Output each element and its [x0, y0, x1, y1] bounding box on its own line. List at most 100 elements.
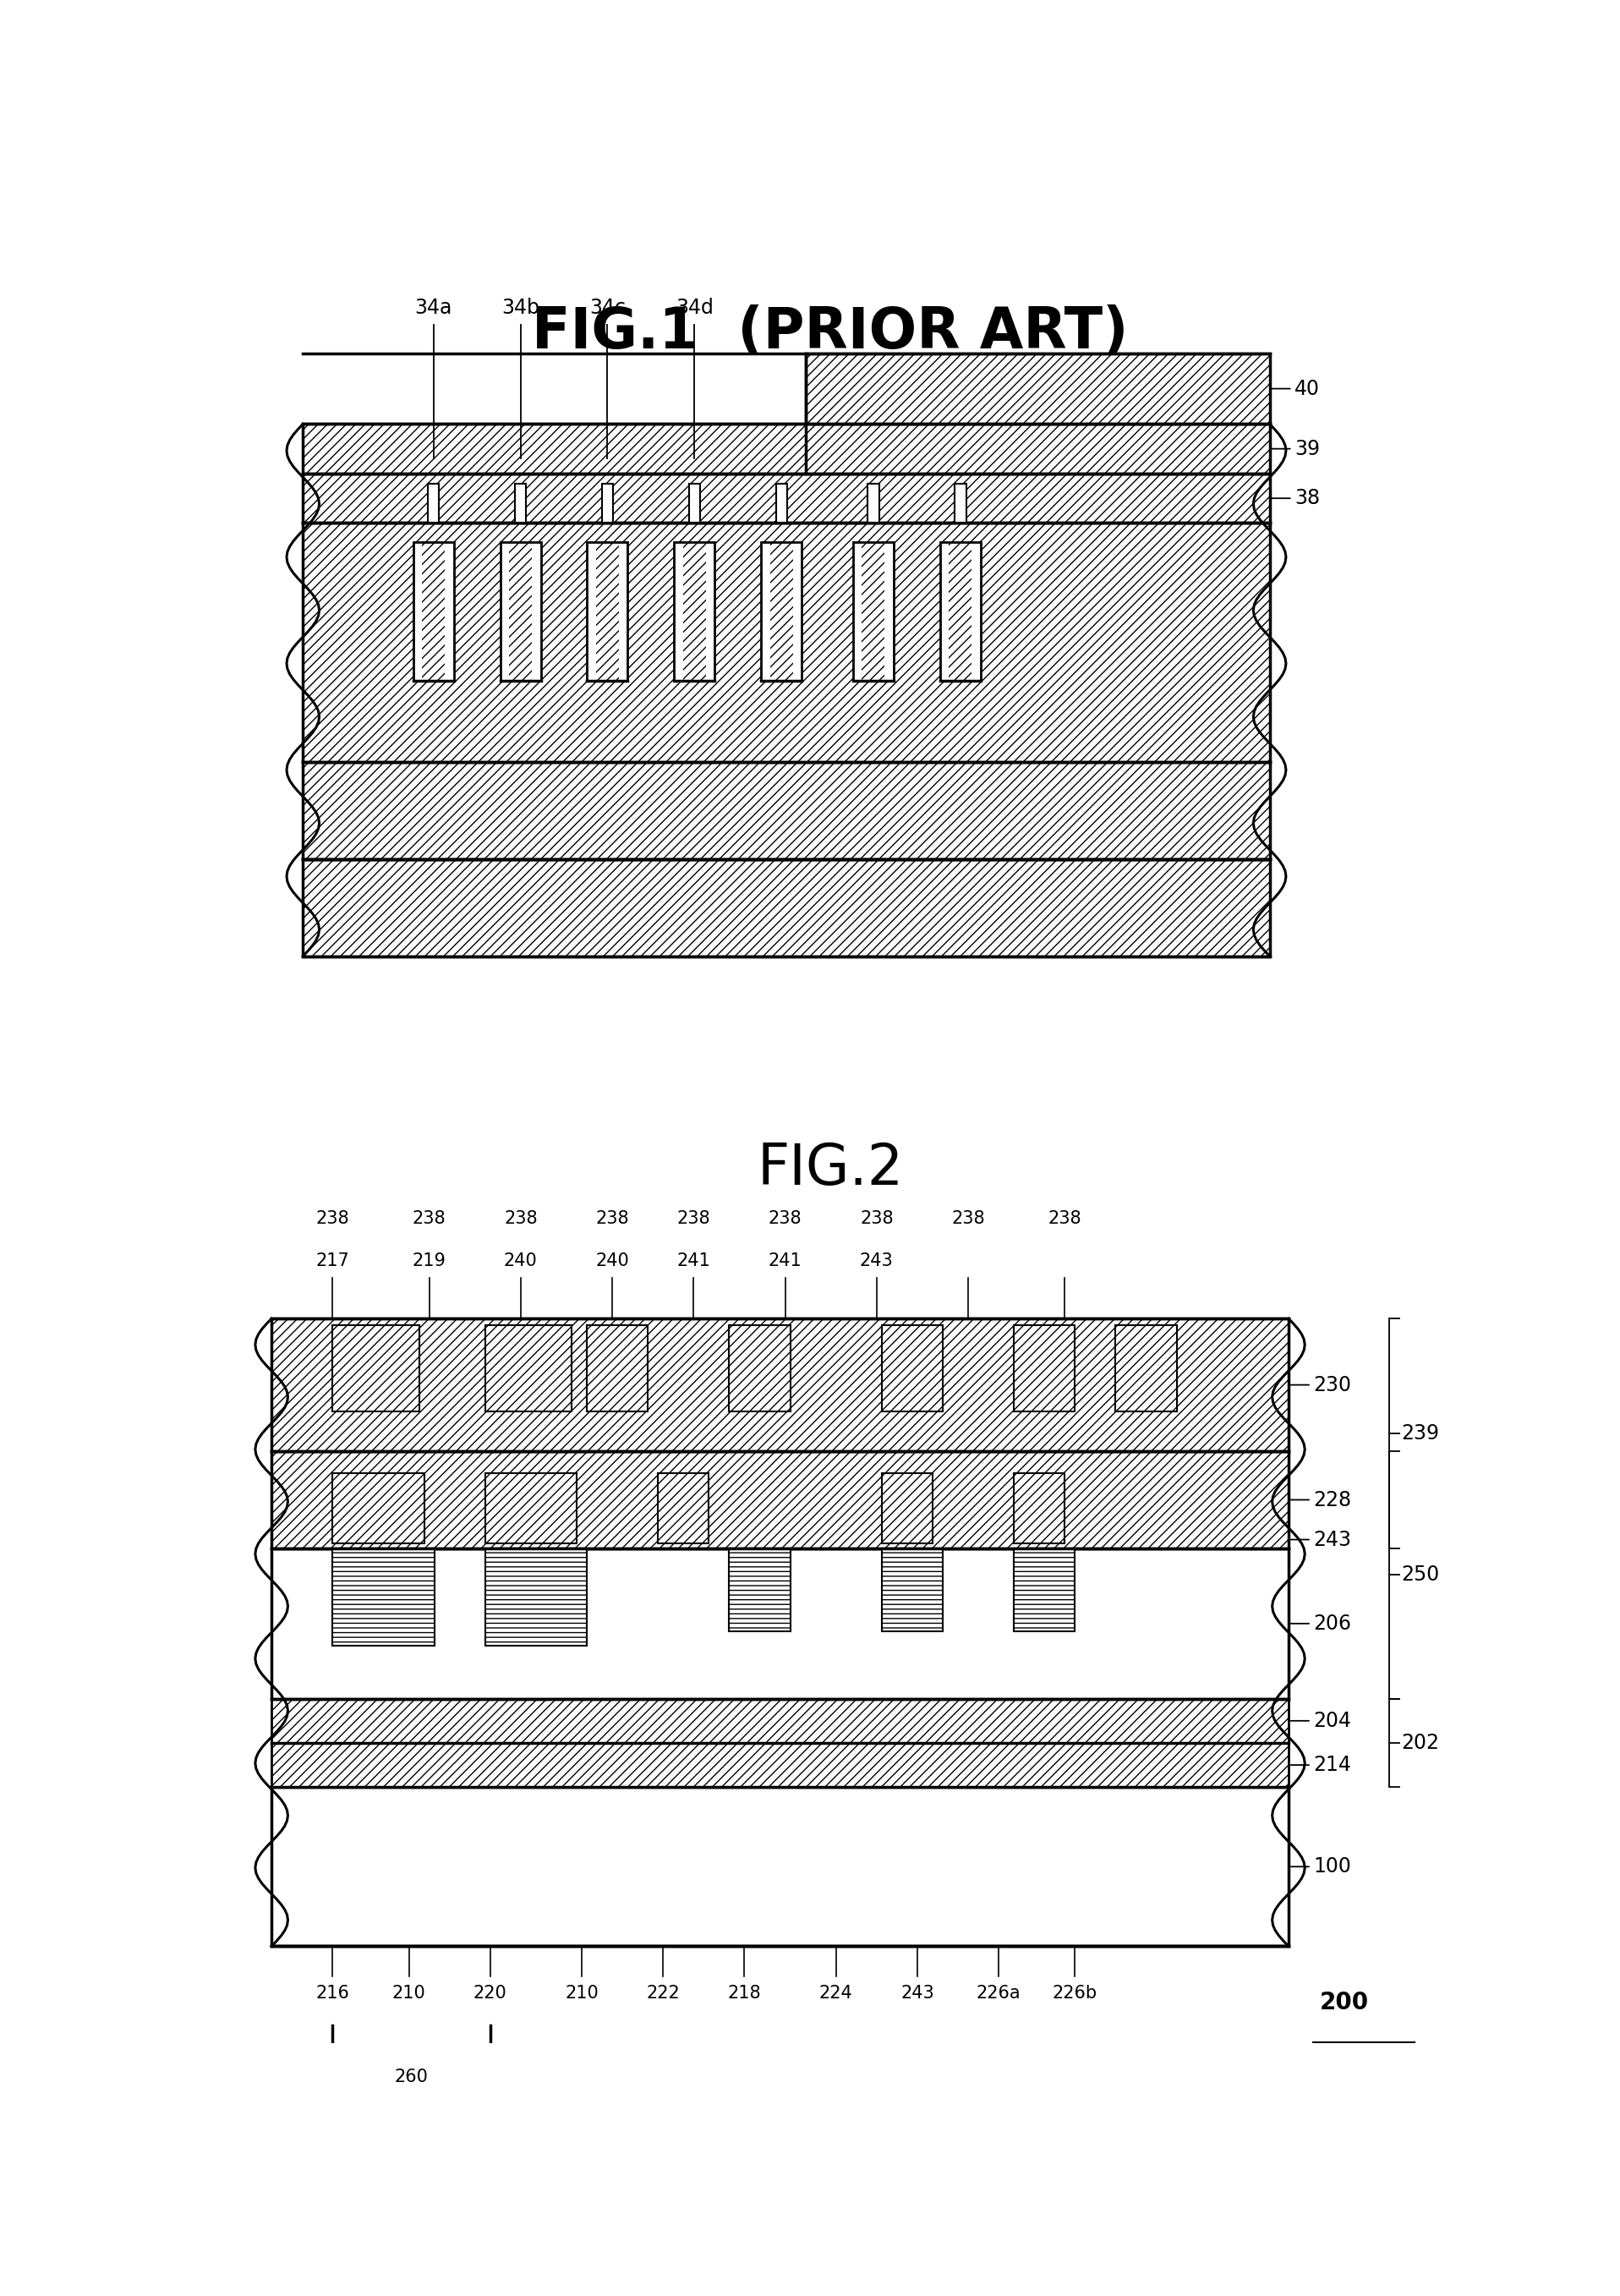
Bar: [272, 1451, 1288, 1548]
Bar: [954, 484, 966, 523]
Text: 260: 260: [395, 2069, 428, 2085]
Bar: [586, 1325, 648, 1412]
Bar: [729, 1548, 791, 1630]
Bar: [586, 1325, 648, 1412]
Bar: [446, 542, 454, 680]
Bar: [303, 473, 1270, 523]
Text: 238: 238: [768, 1210, 802, 1226]
Text: 210: 210: [565, 1986, 598, 2002]
Bar: [596, 542, 619, 680]
Text: 218: 218: [727, 1986, 761, 2002]
Bar: [769, 542, 792, 680]
Bar: [729, 1548, 791, 1630]
Text: 40: 40: [1272, 379, 1320, 400]
Bar: [272, 1699, 1288, 1743]
Bar: [303, 859, 1270, 955]
Bar: [272, 1786, 1288, 1947]
Bar: [303, 762, 1270, 859]
Bar: [332, 1325, 420, 1412]
Bar: [515, 484, 526, 523]
Bar: [805, 354, 1270, 425]
Bar: [332, 1325, 420, 1412]
Text: 238: 238: [413, 1210, 446, 1226]
Bar: [484, 1325, 572, 1412]
Text: FIG.2: FIG.2: [757, 1141, 904, 1196]
Bar: [805, 354, 1270, 425]
Bar: [1014, 1325, 1076, 1412]
Text: 226a: 226a: [977, 1986, 1021, 2002]
Bar: [684, 542, 706, 680]
Bar: [501, 542, 541, 680]
Bar: [881, 1325, 943, 1412]
Text: 228: 228: [1291, 1490, 1351, 1511]
Text: 214: 214: [1291, 1754, 1351, 1775]
Bar: [332, 1474, 424, 1543]
Bar: [303, 425, 1270, 473]
Bar: [949, 542, 972, 680]
Bar: [684, 542, 706, 680]
Bar: [272, 1451, 1288, 1548]
Text: 222: 222: [646, 1986, 680, 2002]
Bar: [949, 542, 972, 680]
Bar: [862, 542, 885, 680]
Text: 241: 241: [677, 1251, 711, 1270]
Bar: [658, 1474, 710, 1543]
Bar: [674, 542, 684, 680]
Text: 238: 238: [860, 1210, 893, 1226]
Bar: [885, 542, 894, 680]
Bar: [303, 425, 1270, 473]
Text: 238: 238: [596, 1210, 629, 1226]
Bar: [1116, 1325, 1176, 1412]
Text: 224: 224: [820, 1986, 852, 2002]
Text: 38: 38: [1272, 489, 1320, 507]
Bar: [272, 1743, 1288, 1786]
Bar: [509, 542, 531, 680]
Text: FIG.1  (PRIOR ART): FIG.1 (PRIOR ART): [531, 303, 1129, 360]
Bar: [674, 542, 714, 680]
Text: 100: 100: [1291, 1857, 1351, 1876]
Text: 241: 241: [768, 1251, 802, 1270]
Bar: [303, 859, 1270, 955]
Bar: [729, 1325, 791, 1412]
Text: 204: 204: [1291, 1711, 1351, 1731]
Bar: [729, 1325, 791, 1412]
Bar: [881, 1474, 933, 1543]
Bar: [272, 1786, 1288, 1947]
Bar: [484, 1474, 577, 1543]
Bar: [303, 523, 1270, 762]
Bar: [776, 484, 787, 523]
Bar: [868, 484, 880, 523]
Bar: [484, 1548, 586, 1646]
Bar: [272, 1548, 1288, 1699]
Text: 240: 240: [504, 1251, 538, 1270]
Bar: [1014, 1548, 1076, 1630]
Text: 243: 243: [1291, 1529, 1351, 1550]
Bar: [658, 1474, 710, 1543]
Bar: [484, 1325, 572, 1412]
Text: 238: 238: [951, 1210, 985, 1226]
Bar: [272, 1699, 1288, 1743]
Bar: [332, 1548, 434, 1646]
Text: 250: 250: [1401, 1566, 1440, 1584]
Bar: [688, 484, 700, 523]
Text: 34c: 34c: [590, 298, 625, 317]
Bar: [940, 542, 949, 680]
Bar: [423, 542, 446, 680]
Bar: [972, 542, 980, 680]
Bar: [484, 1548, 586, 1646]
Bar: [881, 1474, 933, 1543]
Bar: [619, 542, 629, 680]
Bar: [272, 1548, 1288, 1699]
Text: 240: 240: [596, 1251, 629, 1270]
Bar: [303, 762, 1270, 859]
Bar: [509, 542, 531, 680]
Bar: [1014, 1474, 1064, 1543]
Bar: [862, 542, 885, 680]
Bar: [854, 542, 894, 680]
Bar: [272, 1318, 1288, 1451]
Bar: [501, 542, 509, 680]
Bar: [1116, 1325, 1176, 1412]
Bar: [303, 523, 1270, 762]
Bar: [413, 542, 423, 680]
Bar: [423, 542, 446, 680]
